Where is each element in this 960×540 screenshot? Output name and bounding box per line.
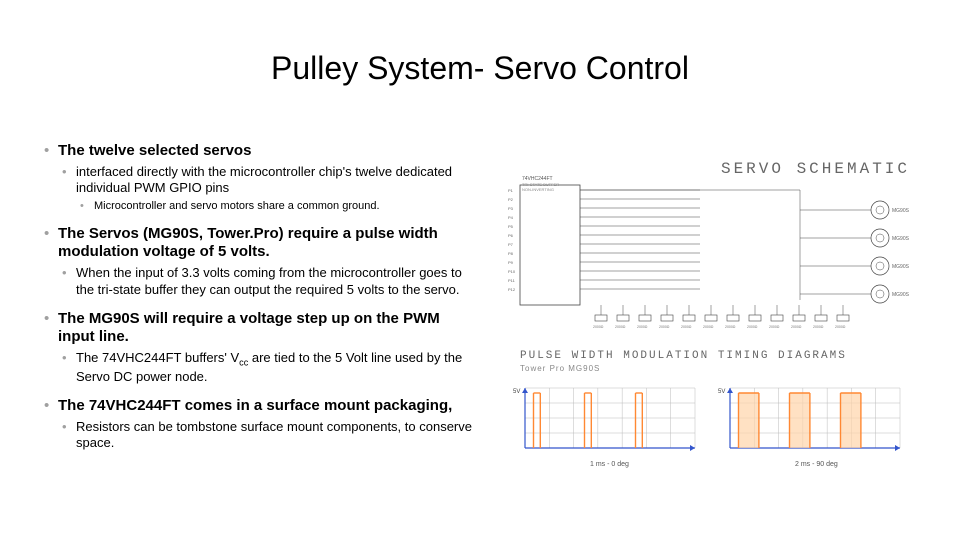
svg-text:2000Ω: 2000Ω bbox=[835, 325, 846, 329]
svg-text:2000Ω: 2000Ω bbox=[747, 325, 758, 329]
svg-text:P4: P4 bbox=[508, 215, 514, 220]
schematic-title: SERVO SCHEMATIC bbox=[721, 160, 910, 178]
svg-text:2000Ω: 2000Ω bbox=[769, 325, 780, 329]
svg-text:P11: P11 bbox=[508, 278, 516, 283]
bullet-text-part: The 74VHC244FT buffers' V bbox=[76, 350, 239, 365]
bullet-lvl1: The Servos (MG90S, Tower.Pro) require a … bbox=[40, 225, 480, 261]
svg-text:2000Ω: 2000Ω bbox=[681, 325, 692, 329]
bullet-content: The twelve selected servos interfaced di… bbox=[40, 130, 480, 454]
svg-text:2000Ω: 2000Ω bbox=[637, 325, 648, 329]
bullet-lvl2: The 74VHC244FT buffers' Vcc are tied to … bbox=[40, 350, 480, 385]
svg-text:P6: P6 bbox=[508, 233, 514, 238]
svg-text:P9: P9 bbox=[508, 260, 514, 265]
bullet-lvl2: Resistors can be tombstone surface mount… bbox=[40, 419, 480, 452]
svg-text:MG90S: MG90S bbox=[892, 208, 910, 214]
svg-text:2000Ω: 2000Ω bbox=[615, 325, 626, 329]
svg-text:P2: P2 bbox=[508, 197, 514, 202]
svg-text:P7: P7 bbox=[508, 242, 514, 247]
svg-text:P3: P3 bbox=[508, 206, 514, 211]
svg-text:2000Ω: 2000Ω bbox=[791, 325, 802, 329]
svg-text:P12: P12 bbox=[508, 287, 516, 292]
svg-text:P10: P10 bbox=[508, 269, 516, 274]
svg-text:2000Ω: 2000Ω bbox=[725, 325, 736, 329]
bullet-lvl1: The 74VHC244FT comes in a surface mount … bbox=[40, 397, 480, 415]
svg-text:2000Ω: 2000Ω bbox=[703, 325, 714, 329]
svg-text:P1: P1 bbox=[508, 188, 514, 193]
bullet-lvl2: interfaced directly with the microcontro… bbox=[40, 164, 480, 197]
timing-svg: 5V 1 ms - 0 deg 5V 2 ms - 90 deg bbox=[500, 373, 920, 483]
svg-text:5V: 5V bbox=[513, 389, 520, 395]
subscript-cc: cc bbox=[239, 357, 248, 367]
svg-text:P5: P5 bbox=[508, 224, 514, 229]
svg-text:2000Ω: 2000Ω bbox=[813, 325, 824, 329]
bullet-lvl3: Microcontroller and servo motors share a… bbox=[40, 200, 480, 214]
bullet-lvl1: The MG90S will require a voltage step up… bbox=[40, 310, 480, 346]
svg-text:MG90S: MG90S bbox=[892, 292, 910, 298]
svg-text:2000Ω: 2000Ω bbox=[659, 325, 670, 329]
svg-text:1 ms - 0 deg: 1 ms - 0 deg bbox=[590, 461, 629, 468]
svg-text:MG90S: MG90S bbox=[892, 236, 910, 242]
timing-title: PULSE WIDTH MODULATION TIMING DIAGRAMS bbox=[520, 350, 940, 362]
svg-text:2 ms - 90 deg: 2 ms - 90 deg bbox=[795, 461, 838, 468]
svg-text:5V: 5V bbox=[718, 389, 725, 395]
svg-text:NON-INVERTING: NON-INVERTING bbox=[522, 187, 554, 192]
svg-text:P8: P8 bbox=[508, 251, 514, 256]
slide-title: Pulley System- Servo Control bbox=[0, 50, 960, 87]
timing-subtitle: Tower Pro MG90S bbox=[520, 364, 940, 373]
svg-text:MG90S: MG90S bbox=[892, 264, 910, 270]
bullet-lvl1: The twelve selected servos bbox=[40, 142, 480, 160]
diagram-area: SERVO SCHEMATIC 74VHC244FTTRI-STATE BUFF… bbox=[500, 140, 940, 500]
svg-text:2000Ω: 2000Ω bbox=[593, 325, 604, 329]
servo-schematic: SERVO SCHEMATIC 74VHC244FTTRI-STATE BUFF… bbox=[500, 140, 920, 340]
bullet-lvl2: When the input of 3.3 volts coming from … bbox=[40, 265, 480, 298]
